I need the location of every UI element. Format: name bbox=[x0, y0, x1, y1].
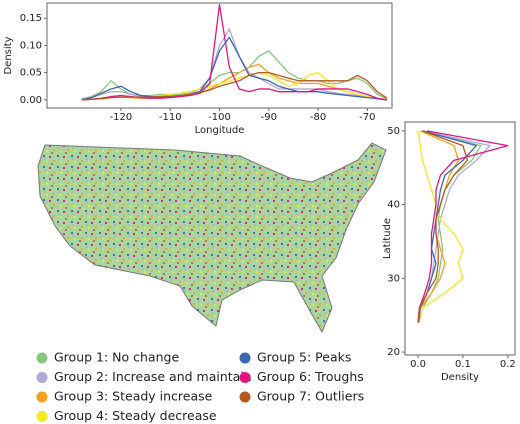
x-tick-label: -80 bbox=[310, 112, 326, 123]
y-axis-label: Latitude bbox=[382, 218, 393, 259]
legend-marker bbox=[239, 372, 251, 383]
x-tick-label: -120 bbox=[110, 112, 133, 123]
x-axis-label: Longitude bbox=[195, 125, 245, 136]
legend-marker bbox=[36, 411, 48, 422]
y-tick-label: 30 bbox=[387, 273, 400, 284]
y-tick-label: 0.05 bbox=[20, 68, 42, 79]
density-line bbox=[418, 130, 482, 323]
y-axis-label: Density bbox=[3, 36, 14, 74]
x-tick-label: -100 bbox=[208, 112, 231, 123]
x-tick-label: -110 bbox=[159, 112, 182, 123]
legend-marker bbox=[239, 352, 251, 364]
x-tick-label: 0.2 bbox=[500, 359, 516, 370]
x-tick-label: 0.0 bbox=[410, 359, 426, 370]
y-tick-label: 0.15 bbox=[20, 13, 42, 24]
us-map bbox=[37, 142, 387, 334]
y-tick-label: 20 bbox=[387, 347, 400, 358]
legend-label: Group 7: Outliers bbox=[257, 389, 364, 404]
y-tick-label: 50 bbox=[387, 126, 400, 137]
legend-label: Group 1: No change bbox=[54, 350, 179, 365]
legend-label: Group 3: Steady increase bbox=[54, 389, 213, 404]
y-tick-label: 40 bbox=[387, 200, 400, 211]
density-line bbox=[417, 130, 509, 323]
x-axis-label: Density bbox=[441, 372, 479, 383]
legend-marker bbox=[239, 391, 251, 403]
x-tick-label: -70 bbox=[359, 112, 375, 123]
legend-label: Group 5: Peaks bbox=[257, 350, 351, 365]
plot-frame bbox=[404, 121, 516, 356]
y-tick-label: 0.00 bbox=[20, 95, 42, 106]
y-tick-label: 0.10 bbox=[20, 40, 42, 51]
density-line bbox=[417, 130, 464, 323]
x-tick-label: -90 bbox=[261, 112, 277, 123]
density-line bbox=[417, 130, 469, 323]
density-line bbox=[81, 28, 388, 101]
x-tick-label: 0.1 bbox=[455, 359, 471, 370]
legend-marker bbox=[36, 352, 48, 364]
legend-label: Group 4: Steady decrease bbox=[54, 408, 217, 423]
density-line bbox=[81, 36, 388, 101]
density-line bbox=[81, 71, 388, 101]
legend-label: Group 6: Troughs bbox=[257, 369, 364, 384]
density-line bbox=[81, 3, 388, 101]
legend-marker bbox=[36, 372, 48, 383]
legend-label: Group 2: Increase and maintain bbox=[54, 369, 252, 384]
legend-marker bbox=[36, 391, 48, 403]
